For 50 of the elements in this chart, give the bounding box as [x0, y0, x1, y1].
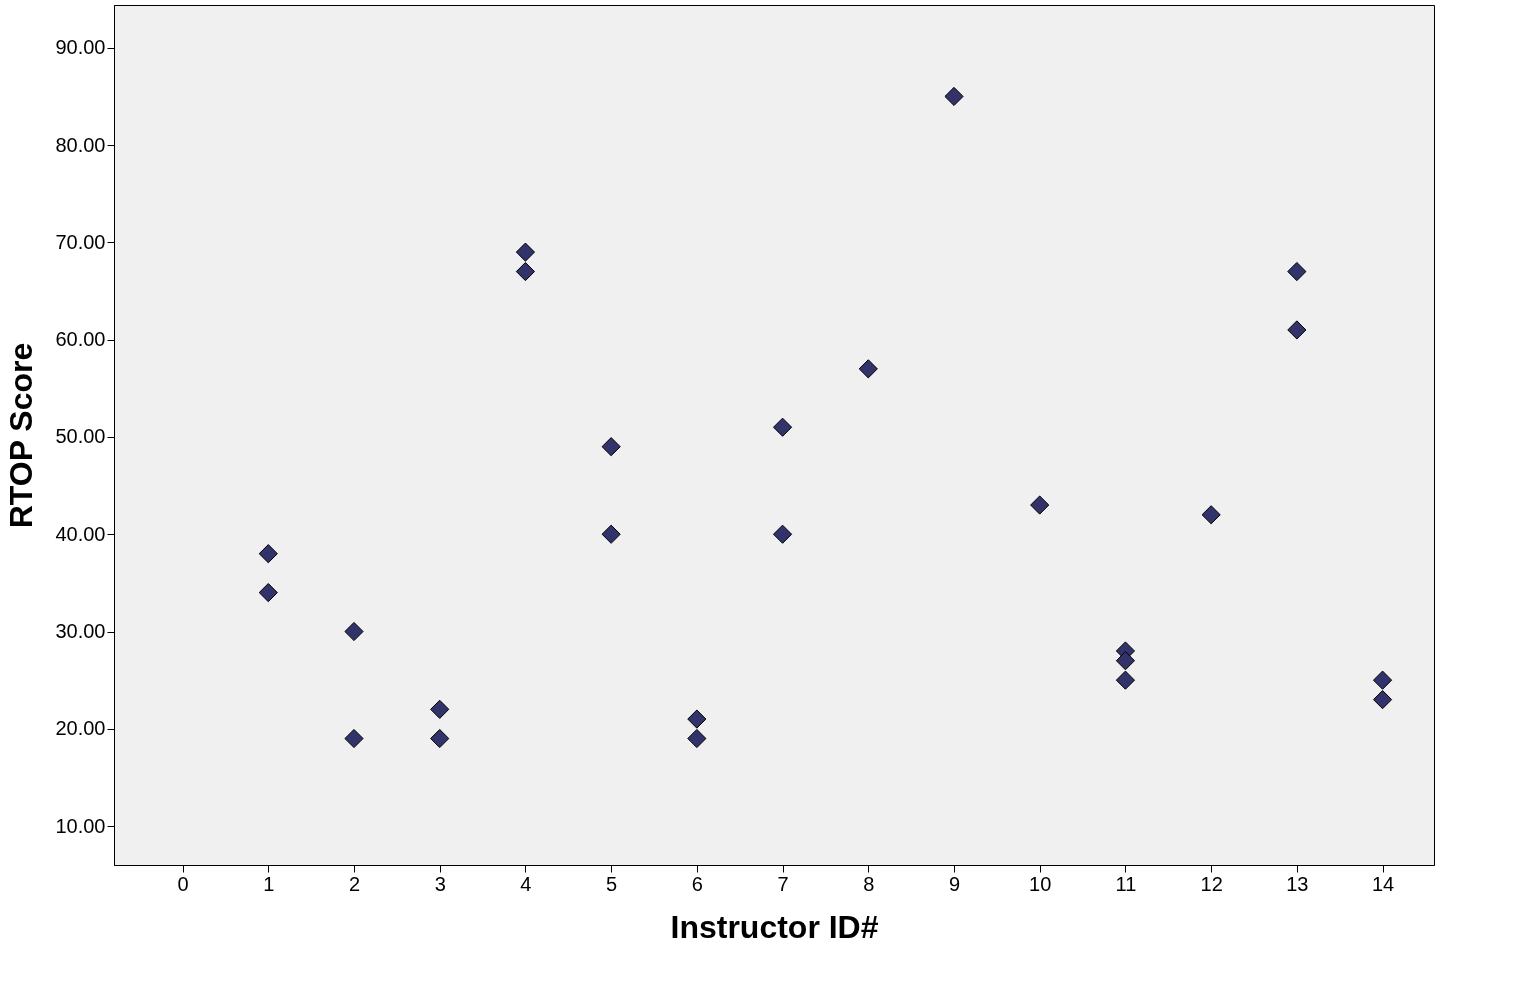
- point: [258, 544, 278, 564]
- y-tick-label: 90.00: [55, 36, 106, 59]
- point: [687, 728, 707, 749]
- point: [515, 242, 536, 262]
- point: [344, 621, 364, 642]
- point: [687, 709, 707, 729]
- x-tick-label: 2: [348, 872, 361, 895]
- y-tick-label: 70.00: [55, 230, 106, 253]
- point: [515, 261, 536, 282]
- x-tick-label: 6: [691, 872, 703, 895]
- y-axis-title: RTOP Score: [3, 342, 40, 529]
- point: [1287, 261, 1307, 282]
- x-tick-label: 14: [1371, 872, 1395, 895]
- point: [1287, 320, 1307, 340]
- x-tick-label: 11: [1115, 872, 1137, 895]
- x-tick-label: 12: [1200, 872, 1223, 895]
- x-tick-label: 7: [777, 872, 789, 895]
- y-tick-label: 30.00: [55, 620, 106, 643]
- y-tick-label: 60.00: [55, 328, 106, 351]
- y-tick-label: 50.00: [55, 425, 106, 448]
- x-tick-label: 5: [606, 872, 618, 895]
- x-tick-label: 8: [863, 872, 875, 895]
- x-tick-label: 0: [177, 872, 189, 895]
- point: [772, 417, 793, 437]
- x-axis-title: Instructor ID#: [670, 908, 879, 945]
- point: [1115, 651, 1136, 671]
- x-tick-label: 1: [263, 872, 275, 895]
- y-tick-label: 10.00: [55, 814, 106, 837]
- point: [1201, 505, 1221, 525]
- x-tick-label: 13: [1286, 872, 1309, 895]
- point: [601, 437, 621, 457]
- point: [858, 359, 878, 379]
- point: [344, 728, 364, 749]
- x-tick-label: 10: [1029, 872, 1052, 895]
- point: [1372, 670, 1393, 690]
- point: [430, 699, 450, 719]
- y-tick-label: 80.00: [55, 133, 106, 156]
- point: [1030, 495, 1050, 515]
- y-tick-label: 40.00: [55, 522, 106, 545]
- point: [258, 583, 278, 603]
- x-tick-label: 4: [520, 872, 532, 895]
- point: [1115, 670, 1136, 690]
- point: [944, 86, 964, 107]
- x-tick-label: 3: [434, 872, 446, 895]
- point: [1372, 690, 1393, 710]
- x-tick-label: 9: [948, 872, 961, 895]
- point: [772, 524, 793, 544]
- point: [430, 728, 450, 749]
- point: [601, 524, 621, 544]
- y-tick-label: 20.00: [55, 717, 106, 740]
